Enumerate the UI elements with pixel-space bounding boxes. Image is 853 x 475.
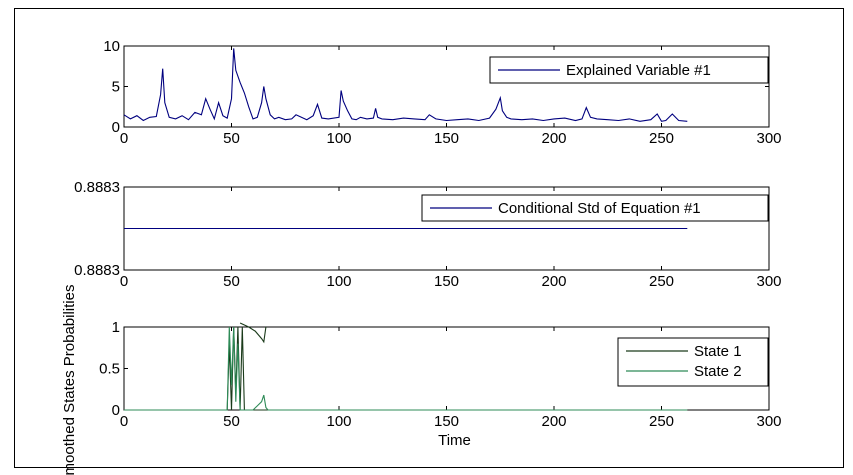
x-tick-label: 150	[434, 413, 459, 430]
x-tick-label: 250	[649, 413, 674, 430]
x-tick-label: 300	[756, 130, 781, 147]
x-tick-label: 200	[541, 413, 566, 430]
y-tick-label: 5	[112, 79, 120, 96]
y-tick-label: 0.5	[99, 361, 120, 378]
x-tick-label: 50	[223, 273, 240, 290]
x-tick-label: 200	[541, 130, 566, 147]
x-tick-label: 100	[326, 413, 351, 430]
y-tick-label: 0	[112, 402, 120, 419]
x-tick-label: 0	[120, 413, 128, 430]
x-axis-label: Time	[438, 432, 471, 449]
x-tick-label: 250	[649, 273, 674, 290]
y-tick-label: 10	[103, 38, 120, 55]
legend-label: Explained Variable #1	[566, 62, 711, 79]
legend-label: State 2	[694, 363, 742, 380]
y-axis-label: Smoothed States Probabilities	[61, 285, 78, 475]
series-line-3-3	[239, 322, 267, 344]
x-tick-label: 0	[120, 273, 128, 290]
figure-frame	[14, 8, 844, 468]
series-line-3-2	[124, 326, 688, 411]
x-tick-label: 100	[326, 130, 351, 147]
x-tick-label: 300	[756, 273, 781, 290]
x-tick-label: 50	[223, 413, 240, 430]
x-tick-label: 250	[649, 130, 674, 147]
legend-label: Conditional Std of Equation #1	[498, 200, 701, 217]
x-tick-label: 50	[223, 130, 240, 147]
y-tick-label: 0	[112, 119, 120, 136]
y-tick-label: 0.8883	[74, 262, 120, 279]
x-tick-label: 300	[756, 413, 781, 430]
x-tick-label: 200	[541, 273, 566, 290]
x-tick-label: 150	[434, 130, 459, 147]
y-tick-label: 1	[112, 319, 120, 336]
y-tick-label: 0.8883	[74, 179, 120, 196]
series-line-1-1	[123, 48, 688, 122]
x-tick-label: 100	[326, 273, 351, 290]
legend-label: State 1	[694, 343, 742, 360]
x-tick-label: 0	[120, 130, 128, 147]
x-tick-label: 150	[434, 273, 459, 290]
legend-box-3	[617, 337, 769, 387]
